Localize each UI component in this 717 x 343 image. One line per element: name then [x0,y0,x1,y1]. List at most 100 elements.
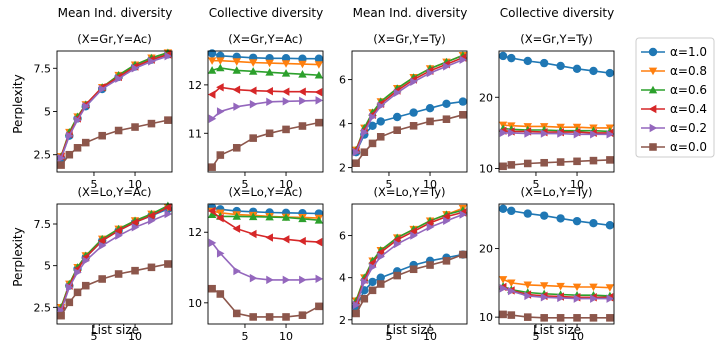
y-tick-label: 4 [339,272,346,285]
data-point [507,279,516,288]
data-point [115,74,123,83]
data-point [524,129,532,138]
column-title-1: Mean Ind. diversity [58,6,173,20]
plot-frame [498,50,615,173]
data-point [249,313,257,321]
legend-marker [648,104,657,114]
legend-item: α=0.6 [641,83,707,97]
data-point [266,275,274,285]
data-point [232,58,241,66]
data-point [114,226,122,235]
legend-item: α=0.0 [641,140,707,154]
data-point [314,216,324,224]
series-line [60,51,169,157]
y-axis-label-top: Perplexity [11,74,25,134]
data-point [248,59,258,67]
data-point [589,219,598,228]
data-point [425,218,434,228]
subplot-title: (X=Lo,Y=Ty) [373,185,445,199]
data-point [314,237,323,247]
data-point [216,151,225,159]
data-point [57,311,65,320]
legend-marker [649,123,658,133]
data-point [232,85,241,94]
y-tick-label: 6 [339,74,346,87]
data-point [507,128,516,138]
data-point [540,129,549,138]
legend-marker [648,85,658,94]
plot-frame [351,203,468,325]
x-tick-label: 10 [423,178,437,191]
data-point [606,156,614,164]
data-point [393,239,402,249]
data-point [298,122,307,130]
data-point [164,116,172,124]
data-point [573,157,581,166]
legend-label: α=1.0 [670,45,707,59]
legend-marker [648,47,658,57]
data-point [442,115,451,123]
data-point [360,148,369,156]
data-point [573,294,582,303]
data-point [130,218,139,227]
data-point [393,271,401,280]
data-point [147,119,156,128]
data-point [458,97,468,106]
y-tick-label: 10 [479,162,493,175]
y-tick-label: 5 [44,106,51,119]
data-point [98,275,106,283]
data-point [376,273,385,282]
data-point [507,286,516,296]
data-point [589,66,598,76]
data-point [232,66,241,74]
data-point [216,213,224,223]
legend-label: α=0.6 [670,83,707,97]
data-point [459,250,467,259]
data-point [606,314,614,322]
legend-item: α=0.2 [641,121,707,135]
legend-item: α=0.4 [641,102,707,116]
plot-frame [498,203,615,325]
data-point [164,51,173,61]
x-tick-label: 5 [90,178,97,191]
data-point [605,221,615,230]
data-point [207,57,217,65]
data-point [498,276,508,284]
data-point [281,213,291,221]
data-point [459,210,468,219]
data-point [556,214,565,223]
data-point [315,96,324,105]
plot-frame [56,50,173,173]
data-point [314,87,323,97]
data-point [426,222,435,232]
data-point [131,266,139,275]
data-point [442,99,451,109]
data-point [148,57,156,66]
data-point [499,162,507,171]
data-point [442,212,450,221]
data-point [352,148,361,157]
data-point [572,283,582,292]
data-point [207,210,217,218]
data-point [207,66,217,74]
data-point [249,100,258,109]
data-point [369,262,377,272]
series-line [502,278,610,289]
data-point [507,53,516,63]
legend: α=1.0 α=0.8 α=0.6 α=0.4 α=0.2 α=0.0 [635,37,715,158]
data-point [148,216,156,225]
subplot-5: (X=Lo,Y=Ac) 2.5 5 7.5 5 10 [34,185,173,343]
data-point [589,156,598,165]
data-point [265,313,274,321]
data-point [65,131,74,140]
y-tick-label: 6 [339,230,346,243]
data-point [281,235,290,244]
x-tick-label: 5 [385,330,392,343]
data-point [216,290,225,298]
data-point [163,203,172,212]
x-tick-label: 5 [90,330,97,343]
data-point [131,223,140,232]
data-point [590,294,598,303]
data-point [233,102,241,111]
